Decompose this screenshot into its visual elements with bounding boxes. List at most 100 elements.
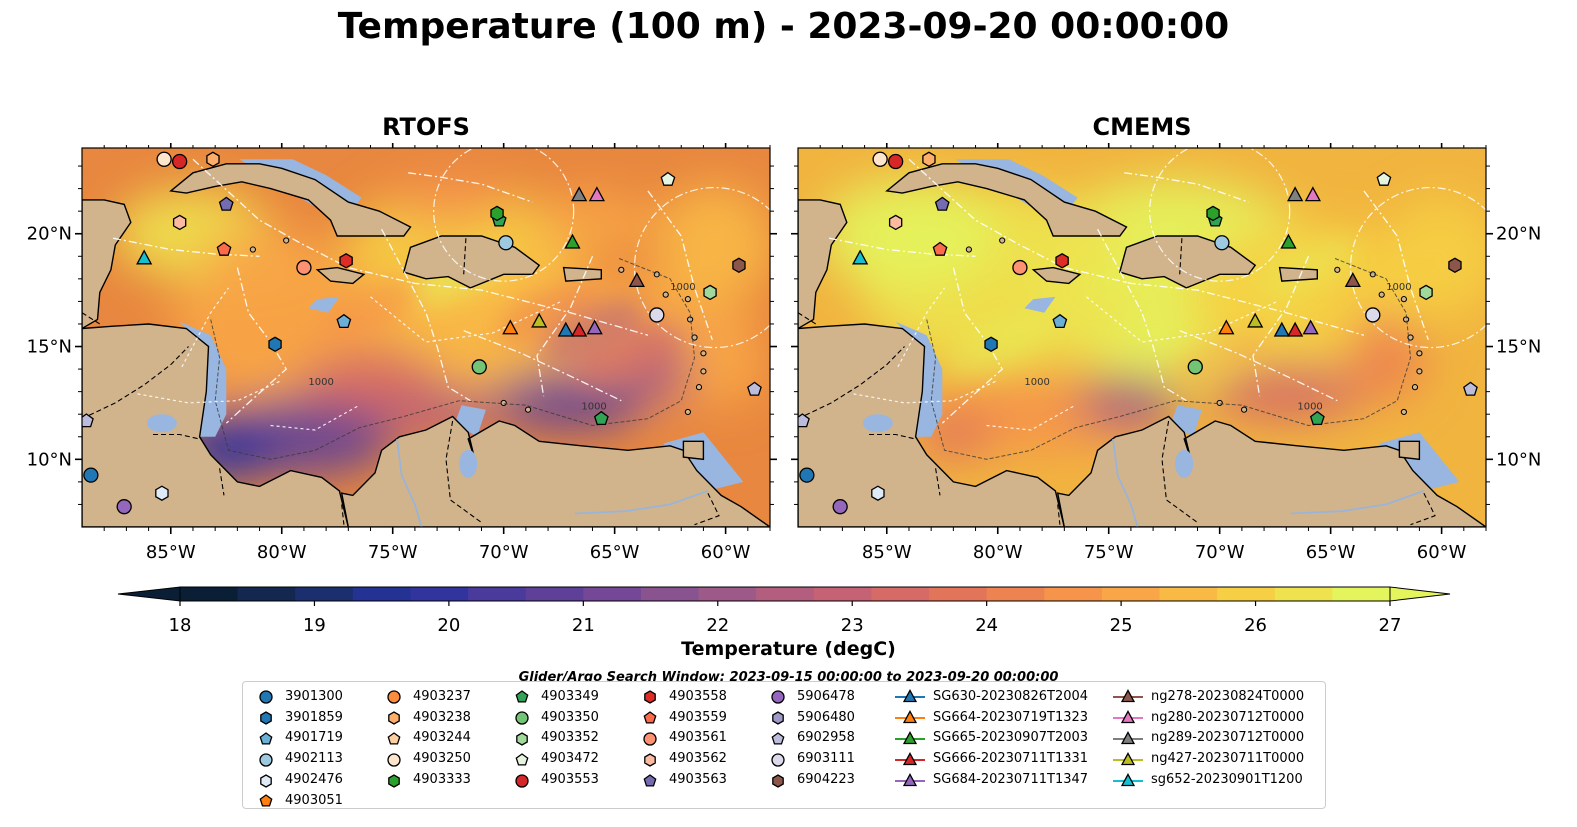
- legend-marker: [259, 690, 273, 705]
- legend-marker-icon: [771, 753, 785, 767]
- legend-item: 4901719: [255, 728, 343, 749]
- contour-label: 1000: [308, 377, 333, 388]
- map-panel-rtofs: 1000 1000 1000 85°W 80°W 75°W 70°W 65°W 60°W 20°N…: [27, 143, 777, 563]
- legend-marker: [387, 732, 401, 745]
- legend-label: 3901300: [285, 688, 343, 704]
- map-marker: [628, 272, 645, 288]
- legend-item: 4903472: [511, 748, 599, 769]
- legend-label: 4903559: [669, 709, 727, 725]
- legend-label: 4901719: [285, 730, 343, 746]
- legend-marker-icon: [515, 711, 529, 725]
- map-marker: [1280, 233, 1297, 249]
- legend-marker-icon: [644, 690, 656, 705]
- y-tick-label: 15°N: [1496, 337, 1541, 358]
- colorbar-tick-label: 18: [169, 615, 192, 636]
- legend-marker-icon: [771, 690, 785, 705]
- legend-marker-icon: [895, 772, 925, 786]
- map-marker: [922, 151, 936, 168]
- legend-marker-icon: [643, 732, 657, 746]
- map-marker: [1218, 319, 1235, 335]
- legend-item: SG664-20230719T1323: [895, 707, 1088, 728]
- legend-item: ng427-20230711T0000: [1113, 748, 1304, 769]
- colorbar-segment: [1159, 587, 1218, 601]
- legend-marker: [902, 731, 918, 745]
- x-tick-label: 80°W: [973, 542, 1023, 563]
- legend-label: ng278-20230824T0000: [1151, 688, 1305, 704]
- legend-marker-icon: [772, 711, 784, 725]
- colorbar-segment: [1332, 587, 1391, 601]
- legend-marker: [902, 689, 918, 703]
- legend-item: 4903349: [511, 686, 599, 707]
- map-marker: [216, 241, 232, 256]
- colorbar-segment: [583, 587, 642, 601]
- legend-marker-icon: [260, 773, 272, 788]
- map-marker: [1247, 312, 1264, 328]
- legend-label: SG630-20230826T2004: [933, 688, 1089, 704]
- legend-marker: [643, 711, 657, 724]
- legend-item: 4902476: [255, 769, 343, 790]
- x-tick-label: 75°W: [368, 542, 418, 563]
- legend-item: 4903562: [639, 748, 727, 769]
- legend-marker: [643, 732, 657, 746]
- legend-label: ng289-20230712T0000: [1151, 730, 1305, 746]
- map-marker: [172, 153, 188, 170]
- legend-column: 4903349 4903350 4903352 4903472 4903553: [511, 686, 599, 790]
- legend-marker-icon: [387, 753, 401, 767]
- x-tick-label: 65°W: [590, 542, 640, 563]
- legend-marker: [1120, 751, 1136, 765]
- legend-marker: [902, 751, 918, 765]
- legend-item: 6902958: [767, 728, 855, 749]
- map-marker: [1302, 319, 1319, 335]
- map-marker: [172, 214, 187, 231]
- legend-marker: [259, 753, 273, 767]
- map-marker: [1287, 321, 1304, 337]
- map-marker: [934, 196, 950, 211]
- map-marker: [490, 205, 504, 222]
- panel-title-rtofs: RTOFS: [382, 113, 470, 141]
- legend-item: ng280-20230712T0000: [1113, 707, 1304, 728]
- legend-label: 4902113: [285, 751, 343, 767]
- legend-label: 4903238: [413, 709, 471, 725]
- legend-marker-icon: [895, 689, 925, 703]
- legend-column: SG630-20230826T2004 SG664-20230719T1323 SG…: [895, 686, 1088, 790]
- map-marker: [588, 186, 605, 202]
- legend-marker-icon: [1113, 751, 1143, 765]
- legend-item: SG665-20230907T2003: [895, 728, 1088, 749]
- legend-marker: [1120, 772, 1136, 786]
- colorbar-segment: [237, 587, 296, 601]
- colorbar-segment: [1217, 587, 1276, 601]
- colorbar-segment: [871, 587, 930, 601]
- legend-marker: [644, 690, 656, 705]
- legend-item: 4902113: [255, 748, 343, 769]
- legend-label: 4903352: [541, 730, 599, 746]
- legend-item: 4903237: [383, 686, 471, 707]
- map-marker: [268, 336, 282, 353]
- map-marker: [1309, 410, 1325, 426]
- map-marker: [1448, 257, 1462, 274]
- legend-marker: [771, 732, 785, 745]
- colorbar-tick-label: 25: [1110, 615, 1133, 636]
- legend-item: SG684-20230711T1347: [895, 769, 1088, 790]
- legend-marker-icon: [388, 711, 400, 725]
- legend-item: 4903350: [511, 707, 599, 728]
- y-tick-label: 20°N: [1496, 224, 1541, 245]
- legend-label: 4903333: [413, 772, 471, 788]
- contour-label: 1000: [1297, 402, 1322, 413]
- legend-column: 4903237 4903238 4903244 4903250 4903333: [383, 686, 471, 790]
- legend-label: 4903563: [669, 772, 727, 788]
- legend-label: 4903558: [669, 688, 727, 704]
- map-marker: [888, 214, 903, 231]
- legend-label: 4903250: [413, 751, 471, 767]
- legend-label: 4903244: [413, 730, 471, 746]
- colorbar-segment: [698, 587, 757, 601]
- legend-item: 4903352: [511, 728, 599, 749]
- map-marker: [732, 257, 746, 274]
- map-marker: [888, 153, 904, 170]
- legend-marker: [1120, 731, 1136, 745]
- legend-marker-icon: [516, 732, 528, 746]
- map-marker: [1206, 205, 1220, 222]
- map-marker: [1463, 381, 1478, 396]
- legend-item: 4903051: [255, 790, 343, 811]
- colorbar-segment: [986, 587, 1045, 601]
